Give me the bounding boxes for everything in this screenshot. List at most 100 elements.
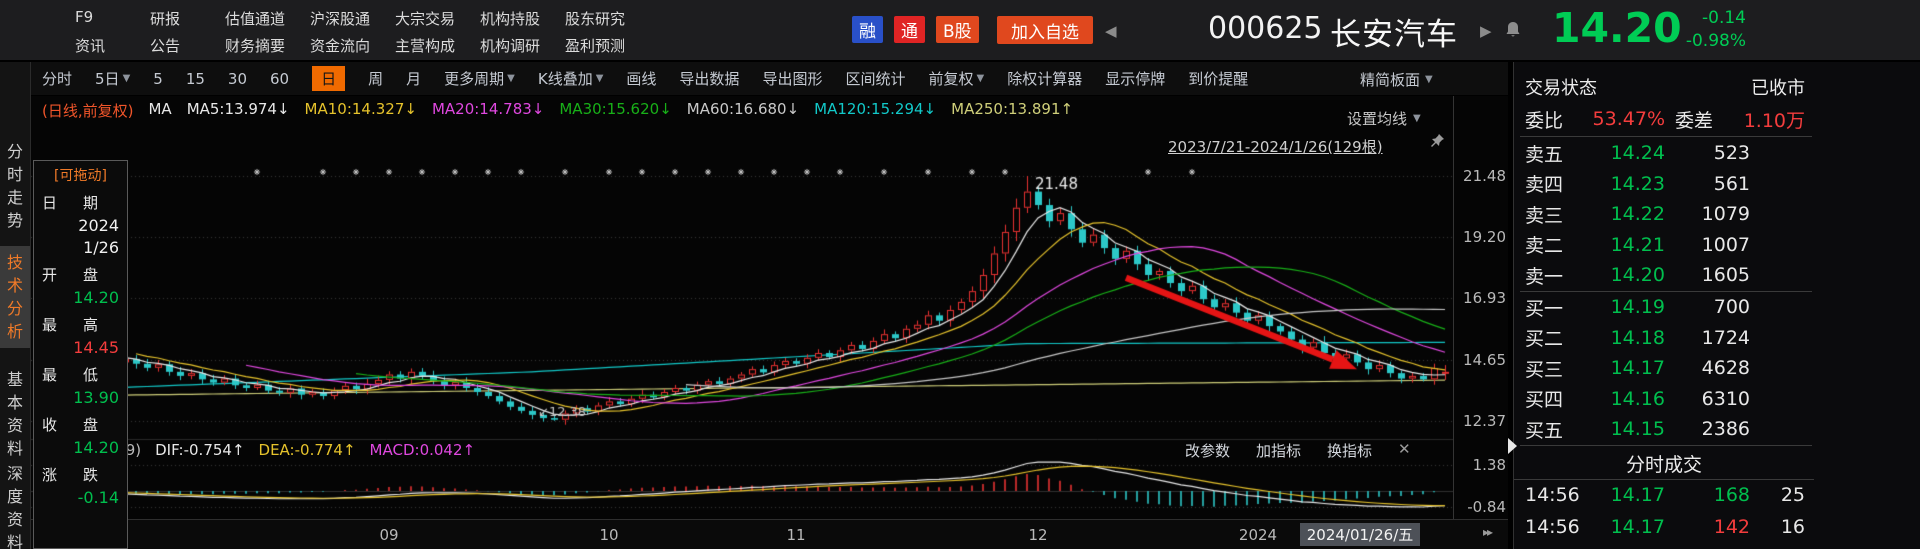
menu-item-5[interactable]: 大宗交易 <box>395 10 456 28</box>
toolbar-item-月[interactable]: 月 <box>406 68 421 89</box>
date-range-label[interactable]: 2023/7/21-2024/1/26(129根) <box>1168 138 1383 156</box>
tick-list-header: 分时成交 <box>1514 447 1814 480</box>
info-value-收盘: 14.20 <box>73 438 119 457</box>
ma-label: MA <box>148 100 172 118</box>
left-sidebar: 分时走势技术分析基本资料深度资料 <box>0 62 31 549</box>
price-axis-label: 14.65 <box>1463 350 1506 369</box>
toolbar-item-到价提醒[interactable]: 到价提醒 <box>1188 68 1248 89</box>
close-icon[interactable]: ✕ <box>1398 440 1411 458</box>
ask-row-2[interactable]: 卖二 14.21 1007 <box>1525 230 1805 260</box>
indicator-button-改参数[interactable]: 改参数 <box>1185 442 1231 460</box>
sidebar-item-2[interactable]: 技术分析 <box>0 246 30 348</box>
kline-chart[interactable] <box>31 96 1453 519</box>
sidebar-item-char: 技 <box>6 253 23 272</box>
menu-item-5[interactable]: 主营构成 <box>395 37 456 55</box>
sidebar-item-char: 时 <box>6 165 23 184</box>
sidebar-item-3[interactable]: 基本资料 <box>0 368 30 460</box>
next-stock-icon[interactable]: ▶ <box>1480 22 1492 40</box>
weicha-label: 委差 <box>1675 109 1714 132</box>
toolbar-item-5[interactable]: 5 <box>153 70 163 88</box>
sidebar-item-4[interactable]: 深度资料 <box>0 462 30 549</box>
toolbar-item-周[interactable]: 周 <box>368 68 383 89</box>
fast-forward-icon[interactable]: ▸▸ <box>1483 525 1493 539</box>
tick-row-1: 14:56 14.17 168 25 <box>1525 480 1805 510</box>
toolbar-item-label: 月 <box>406 70 422 88</box>
menu-item-6[interactable]: 机构持股 <box>480 10 541 28</box>
toolbar-item-label: 15 <box>185 69 205 88</box>
menu-item-2[interactable]: 公告 <box>150 37 181 55</box>
sidebar-item-1[interactable]: 分时走势 <box>0 140 30 232</box>
menu-item-7[interactable]: 股东研究 <box>565 10 626 28</box>
menu-item-4[interactable]: 沪深股通 <box>310 10 371 28</box>
ma-settings-label: 设置均线 <box>1347 110 1408 128</box>
toolbar-item-显示停牌[interactable]: 显示停牌 <box>1105 68 1165 89</box>
sidebar-item-char: 势 <box>6 211 23 230</box>
toolbar-item-5日[interactable]: 5日 ▼ <box>95 68 130 89</box>
toolbar-item-30[interactable]: 30 <box>228 70 247 88</box>
toolbar-item-画线[interactable]: 画线 <box>626 68 656 89</box>
ask-row-3[interactable]: 卖三 14.22 1079 <box>1525 199 1805 229</box>
stock-badge: 通 <box>894 16 925 43</box>
bid-row-4[interactable]: 买四 14.16 6310 <box>1525 384 1805 414</box>
ma-settings-button[interactable]: 设置均线 ▼ <box>1347 108 1421 129</box>
add-watchlist-button[interactable]: 加入自选 <box>997 16 1093 44</box>
toolbar-item-15[interactable]: 15 <box>186 70 205 88</box>
simplify-panel-button[interactable]: 精简板面 ▼ <box>1360 69 1433 90</box>
toolbar-item-分时[interactable]: 分时 <box>42 68 72 89</box>
toolbar-item-label: 更多周期 <box>444 70 505 88</box>
info-label-char: 最 <box>42 366 58 384</box>
info-label-char: 低 <box>82 366 98 384</box>
menu-item-6[interactable]: 机构调研 <box>480 37 541 55</box>
menu-item-1[interactable]: 资讯 <box>75 37 106 55</box>
ohlc-info-panel[interactable]: [可拖动] 日期 2024 1/26 开盘 14.20 最高 14.45 最低 13.90 收盘 1… <box>33 160 128 549</box>
pin-icon[interactable] <box>1430 133 1445 152</box>
level-label: 卖二 <box>1525 235 1564 257</box>
bid-row-5[interactable]: 买五 14.15 2386 <box>1525 414 1805 444</box>
level-price: 14.23 <box>1610 172 1665 195</box>
bid-row-2[interactable]: 买二 14.18 1724 <box>1525 323 1805 353</box>
toolbar-item-日[interactable]: 日 <box>312 66 346 91</box>
quote-panel: 交易状态 已收市 委比 53.47% 委差 1.10万 卖五 14.24 523 卖四 14.… <box>1513 62 1920 549</box>
price-axis-label: 16.93 <box>1463 289 1506 308</box>
collapse-panel-handle[interactable] <box>1508 438 1517 454</box>
menu-item-2[interactable]: 研报 <box>150 10 181 28</box>
price-axis-label: 21.48 <box>1463 167 1506 185</box>
level-price: 14.22 <box>1610 203 1665 225</box>
toolbar-item-导出数据[interactable]: 导出数据 <box>679 68 739 89</box>
toolbar-item-K线叠加[interactable]: K线叠加 ▼ <box>538 68 604 89</box>
stock-badge: B股 <box>936 16 979 43</box>
toolbar-item-更多周期[interactable]: 更多周期 ▼ <box>444 68 515 89</box>
macd-value-3: MACD:0.042↑ <box>369 441 476 459</box>
price-axis-label: 12.37 <box>1463 412 1506 431</box>
toolbar-item-60[interactable]: 60 <box>270 70 289 88</box>
current-date-box[interactable]: 2024/01/26/五 <box>1300 523 1420 546</box>
menu-item-3[interactable]: 估值通道 <box>225 10 286 28</box>
menu-item-1[interactable]: F9 <box>75 8 94 26</box>
toolbar-item-导出图形[interactable]: 导出图形 <box>762 68 822 89</box>
indicator-button-换指标[interactable]: 换指标 <box>1327 442 1373 460</box>
quote-divider <box>1520 136 1812 137</box>
toolbar-item-label: 5日 <box>95 70 120 88</box>
simplify-panel-label: 精简板面 <box>1360 71 1421 89</box>
ask-row-1[interactable]: 卖一 14.20 1605 <box>1525 260 1805 290</box>
toolbar-item-区间统计[interactable]: 区间统计 <box>845 68 905 89</box>
level-volume: 1007 <box>1701 233 1750 256</box>
ask-row-4[interactable]: 卖四 14.23 561 <box>1525 169 1805 199</box>
menu-item-7[interactable]: 盈利预测 <box>565 37 626 55</box>
menu-item-4[interactable]: 资金流向 <box>310 37 371 55</box>
ask-row-5[interactable]: 卖五 14.24 523 <box>1525 138 1805 168</box>
bid-row-3[interactable]: 买三 14.17 4628 <box>1525 353 1805 383</box>
indicator-button-加指标[interactable]: 加指标 <box>1256 442 1302 460</box>
bid-row-1[interactable]: 买一 14.19 700 <box>1525 292 1805 322</box>
toolbar-item-label: 60 <box>270 69 290 88</box>
prev-stock-icon[interactable]: ◀ <box>1105 22 1117 40</box>
level-label: 卖一 <box>1525 265 1564 288</box>
indicator-buttons: 改参数 加指标 换指标 ✕ <box>1185 440 1411 461</box>
info-label-收盘: 收盘 <box>42 414 98 435</box>
menu-item-3[interactable]: 财务摘要 <box>225 37 286 55</box>
info-label-char: 收 <box>42 416 58 434</box>
toolbar-item-除权计算器[interactable]: 除权计算器 <box>1007 68 1082 89</box>
toolbar-item-前复权[interactable]: 前复权 ▼ <box>928 68 984 89</box>
alert-bell-icon[interactable] <box>1505 21 1521 43</box>
ma-legend-item-7: MA250:13.891↑ <box>951 100 1074 118</box>
